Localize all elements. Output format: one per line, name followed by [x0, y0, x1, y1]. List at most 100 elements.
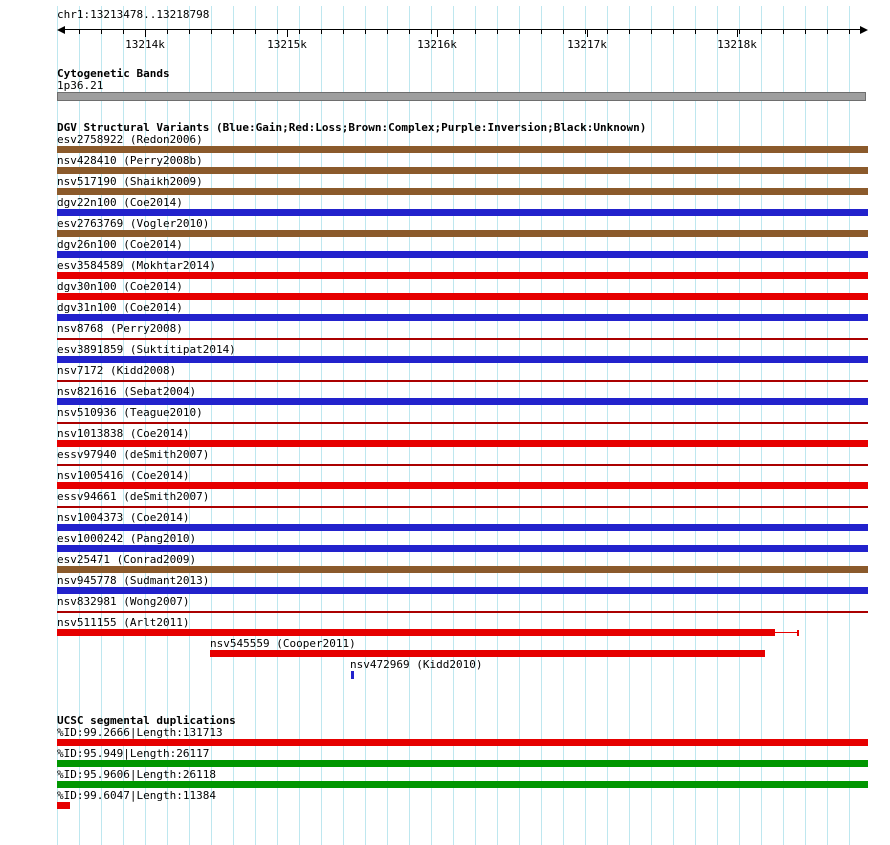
- dgv-variant-endtick: [797, 630, 799, 636]
- segdup-label: %ID:99.6047|Length:11384: [57, 789, 216, 802]
- ruler-minor-tick: [761, 30, 762, 34]
- dgv-variant-row: esv2763769 (Vogler2010): [57, 218, 868, 239]
- dgv-variant-bar[interactable]: [57, 524, 868, 531]
- dgv-variant-row: nsv1013838 (Coe2014): [57, 428, 868, 449]
- dgv-variant-row: nsv1005416 (Coe2014): [57, 470, 868, 491]
- dgv-variant-bar-area: [57, 230, 868, 239]
- dgv-variant-row: dgv26n100 (Coe2014): [57, 239, 868, 260]
- dgv-variant-bar-area: [57, 335, 868, 344]
- ruler-minor-tick: [277, 30, 278, 34]
- cytobands-title: Cytogenetic Bands: [57, 67, 170, 80]
- dgv-variant-bar[interactable]: [57, 566, 868, 573]
- dgv-variant-bar[interactable]: [57, 356, 868, 363]
- dgv-variant-bar[interactable]: [57, 251, 868, 258]
- dgv-variant-bar[interactable]: [57, 629, 775, 636]
- dgv-variant-label: nsv821616 (Sebat2004): [57, 385, 197, 398]
- dgv-variant-bar[interactable]: [57, 611, 868, 613]
- dgv-variant-bar[interactable]: [57, 422, 868, 424]
- dgv-variant-bar[interactable]: [57, 482, 868, 489]
- ruler-minor-tick: [453, 30, 454, 34]
- dgv-variant-bar-area: [57, 587, 868, 596]
- segdup-bar-area: [57, 781, 868, 790]
- dgv-variant-label: esv3891859 (Suktitipat2014): [57, 343, 236, 356]
- cytoband-label: 1p36.21: [57, 79, 104, 92]
- dgv-variant-bar[interactable]: [210, 650, 765, 657]
- dgv-variant-bar-area: [57, 461, 868, 470]
- cytobands-track: 1p36.21: [57, 80, 868, 101]
- dgv-variant-bar[interactable]: [57, 545, 868, 552]
- track-panel: chr1:13213478..13218798 13214k 13215k 1321…: [57, 8, 868, 811]
- dgv-track: esv2758922 (Redon2006) nsv428410 (Perry20…: [57, 134, 868, 680]
- dgv-variant-bar[interactable]: [57, 293, 868, 300]
- segdup-bar[interactable]: [57, 739, 868, 746]
- dgv-variant-bar-area: [57, 482, 868, 491]
- ruler-minor-tick: [211, 30, 212, 34]
- dgv-variant-label: nsv511155 (Arlt2011): [57, 616, 190, 629]
- dgv-variant-row: dgv30n100 (Coe2014): [57, 281, 868, 302]
- dgv-variant-bar[interactable]: [57, 209, 868, 216]
- dgv-variant-bar[interactable]: [57, 167, 868, 174]
- cytoband-bar-area: [57, 92, 868, 101]
- dgv-variant-bar[interactable]: [57, 398, 868, 405]
- dgv-variant-bar[interactable]: [57, 230, 868, 237]
- dgv-title: DGV Structural Variants (Blue:Gain;Red:L…: [57, 121, 647, 134]
- dgv-variant-bar[interactable]: [57, 506, 868, 508]
- dgv-variant-row: nsv510936 (Teague2010): [57, 407, 868, 428]
- segdup-bar[interactable]: [57, 781, 868, 788]
- dgv-variant-bar-area: [57, 566, 868, 575]
- ruler-minor-tick: [607, 30, 608, 34]
- ruler-minor-tick: [849, 30, 850, 34]
- ruler-major-tick: [737, 30, 738, 37]
- dgv-variant-bar[interactable]: [57, 464, 868, 466]
- ruler-minor-tick: [409, 30, 410, 34]
- dgv-variant-row: dgv31n100 (Coe2014): [57, 302, 868, 323]
- dgv-variant-bar-area: [57, 272, 868, 281]
- dgv-variant-bar[interactable]: [57, 146, 868, 153]
- dgv-variant-bar[interactable]: [57, 188, 868, 195]
- ruler-minor-tick: [255, 30, 256, 34]
- dgv-variant-bar[interactable]: [351, 671, 354, 679]
- dgv-variant-row: esv3891859 (Suktitipat2014): [57, 344, 868, 365]
- ruler-minor-tick: [629, 30, 630, 34]
- segdup-row: %ID:99.2666|Length:131713: [57, 727, 868, 748]
- segdup-row: %ID:95.949|Length:26117: [57, 748, 868, 769]
- dgv-variant-bar-area: [57, 356, 868, 365]
- ruler-minor-tick: [563, 30, 564, 34]
- segdup-row: %ID:95.9606|Length:26118: [57, 769, 868, 790]
- dgv-variant-row: esv25471 (Conrad2009): [57, 554, 868, 575]
- dgv-variant-row: nsv8768 (Perry2008): [57, 323, 868, 344]
- dgv-variant-bar[interactable]: [57, 314, 868, 321]
- dgv-variant-label: esv25471 (Conrad2009): [57, 553, 197, 566]
- region-label: chr1:13213478..13218798: [57, 8, 210, 21]
- dgv-variant-bar[interactable]: [57, 380, 868, 382]
- dgv-variant-row: nsv821616 (Sebat2004): [57, 386, 868, 407]
- dgv-variant-bar[interactable]: [57, 338, 868, 340]
- segdup-label: %ID:95.9606|Length:26118: [57, 768, 216, 781]
- dgv-variant-bar-area: [57, 146, 868, 155]
- ruler-minor-tick: [519, 30, 520, 34]
- ruler-right-arrow-icon: [860, 26, 868, 34]
- segdup-bar[interactable]: [57, 802, 70, 809]
- dgv-variant-label: nsv517190 (Shaikh2009): [57, 175, 203, 188]
- ruler-minor-tick: [299, 30, 300, 34]
- dgv-variant-bar[interactable]: [57, 272, 868, 279]
- cytoband-bar[interactable]: [57, 92, 866, 101]
- dgv-variant-label: nsv832981 (Wong2007): [57, 595, 190, 608]
- ruler-minor-tick: [651, 30, 652, 34]
- ruler-minor-tick: [189, 30, 190, 34]
- dgv-variant-bar[interactable]: [57, 440, 868, 447]
- dgv-variant-bar[interactable]: [57, 587, 868, 594]
- segdup-bar[interactable]: [57, 760, 868, 767]
- ruler-minor-tick: [101, 30, 102, 34]
- ruler-minor-tick: [343, 30, 344, 34]
- ruler-minor-tick: [673, 30, 674, 34]
- dgv-variant-label: dgv22n100 (Coe2014): [57, 196, 183, 209]
- ruler-tick-label: 13215k: [267, 38, 307, 51]
- dgv-variant-row: nsv428410 (Perry2008b): [57, 155, 868, 176]
- dgv-variant-row: nsv545559 (Cooper2011): [57, 638, 868, 659]
- dgv-variant-label: essv97940 (deSmith2007): [57, 448, 210, 461]
- dgv-variant-row: dgv22n100 (Coe2014): [57, 197, 868, 218]
- ruler[interactable]: 13214k 13215k 13216k 13217k 13218k: [57, 23, 868, 61]
- dgv-variant-row: esv2758922 (Redon2006): [57, 134, 868, 155]
